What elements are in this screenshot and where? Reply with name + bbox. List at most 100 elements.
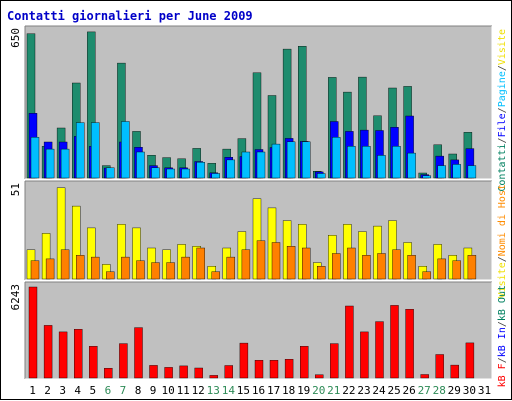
series-legend-segment: /	[497, 256, 508, 262]
bar-pagine	[226, 159, 236, 179]
bar-pagine	[241, 151, 251, 179]
bar-pagine	[422, 175, 431, 179]
bar-kb-f	[360, 331, 369, 379]
bar-kb-f	[315, 374, 324, 379]
series-legend-segment: kB In	[497, 327, 508, 357]
bar-nomi-di-host	[392, 249, 401, 280]
series-legend-segment: kB F	[497, 363, 508, 387]
series-legend-segment: Contatti	[497, 143, 508, 191]
bar-nomi-di-host	[362, 255, 371, 280]
bar-kb-f	[28, 286, 38, 379]
x-axis-day-label: 21	[327, 384, 340, 397]
chart-panels: 650 Contatti/File/Pagine/Visite 51 Visite/N…	[9, 25, 508, 387]
bar-kb-f	[330, 343, 339, 379]
bar-kb-f	[73, 329, 83, 379]
bar-nomi-di-host	[121, 256, 130, 280]
series-legend-segment: Pagine	[497, 71, 508, 107]
bar-nomi-di-host	[45, 258, 55, 280]
bar-kb-f	[149, 365, 158, 379]
bar-nomi-di-host	[452, 260, 461, 280]
bar-kb-f	[164, 367, 173, 379]
x-axis-day-label: 2	[44, 384, 51, 397]
bar-kb-f	[134, 327, 143, 379]
series-legend-label: Contatti/File/Pagine/Visite	[497, 29, 508, 192]
bar-pagine	[407, 152, 416, 179]
x-axis-day-labels: 1 2 3 4 5 6 7 8 9 10 11 12 13 14 15 16 17 18 19 20 21 22 23 24 2…	[29, 384, 491, 397]
bar-kb-f	[390, 305, 399, 379]
bar-pagine	[136, 151, 145, 179]
series-legend-segment: /	[497, 321, 508, 327]
x-axis-day-label: 19	[297, 384, 310, 397]
bar-pagine	[106, 167, 115, 179]
y-axis-max-label: 650	[9, 28, 22, 48]
bar-nomi-di-host	[332, 253, 341, 280]
chart-title: Contatti giornalieri per June 2009	[7, 9, 253, 23]
bar-pagine	[452, 164, 461, 179]
series-legend-segment: kB Out	[497, 285, 508, 321]
bar-nomi-di-host	[241, 249, 251, 280]
series-legend-segment: Visite	[497, 29, 508, 65]
x-axis-day-label: 18	[282, 384, 295, 397]
bar-kb-f	[435, 354, 444, 379]
bar-pagine	[181, 168, 190, 179]
bar-kb-f	[194, 367, 203, 379]
x-axis-day-label: 10	[161, 384, 174, 397]
x-axis-day-label: 8	[135, 384, 142, 397]
x-axis-day-label: 12	[192, 384, 205, 397]
series-legend-segment: Visite	[497, 262, 508, 298]
bar-kb-f	[284, 359, 294, 379]
x-axis-day-label: 3	[59, 384, 66, 397]
bar-kb-f	[58, 331, 68, 379]
bar-pagine	[166, 168, 175, 179]
bar-pagine	[302, 141, 311, 179]
y-axis-max-label: 6243	[9, 284, 22, 311]
chart-panel-2: 51 Visite/Nomi di Host	[9, 180, 508, 298]
bar-nomi-di-host	[271, 242, 281, 280]
series-legend-segment: /	[497, 137, 508, 143]
bar-kb-f	[345, 305, 354, 379]
bar-kb-f	[465, 342, 475, 379]
x-axis-day-label: 28	[433, 384, 446, 397]
bar-kb-f	[375, 321, 384, 379]
series-legend-label: Visite/Nomi di Host	[497, 184, 508, 298]
bar-nomi-di-host	[106, 271, 115, 280]
bar-kb-f	[420, 374, 429, 379]
bar-pagine	[392, 146, 401, 179]
series-legend-segment: /	[497, 65, 508, 71]
bar-kb-f	[104, 368, 113, 379]
x-axis-day-label: 13	[207, 384, 220, 397]
chart-panel-1: 650 Contatti/File/Pagine/Visite	[9, 25, 508, 192]
x-axis-day-label: 17	[267, 384, 280, 397]
bar-nomi-di-host	[302, 247, 311, 280]
bar-pagine	[271, 143, 281, 179]
bar-nomi-di-host	[91, 256, 100, 280]
bar-pagine	[362, 146, 371, 179]
x-axis-day-label: 7	[120, 384, 127, 397]
bar-nomi-di-host	[347, 247, 356, 280]
bar-pagine	[256, 151, 266, 179]
bar-pagine	[151, 167, 160, 179]
bar-nomi-di-host	[60, 249, 70, 280]
bar-nomi-di-host	[75, 255, 85, 280]
bar-kb-f	[300, 346, 309, 379]
bar-pagine	[317, 173, 326, 179]
bar-nomi-di-host	[377, 253, 386, 280]
bar-pagine	[332, 137, 341, 179]
series-legend-segment: /	[497, 107, 508, 113]
bar-nomi-di-host	[317, 266, 326, 280]
x-axis-day-label: 16	[252, 384, 265, 397]
x-axis-day-label: 4	[74, 384, 81, 397]
bar-pagine	[347, 146, 356, 179]
bar-kb-f	[254, 360, 264, 379]
bar-kb-f	[269, 360, 279, 379]
bar-nomi-di-host	[151, 262, 160, 280]
bar-pagine	[75, 122, 85, 179]
y-axis-max-label: 51	[9, 183, 22, 196]
bar-nomi-di-host	[181, 256, 190, 280]
x-axis-day-label: 23	[357, 384, 370, 397]
x-axis-day-label: 26	[402, 384, 415, 397]
bar-pagine	[377, 155, 386, 179]
